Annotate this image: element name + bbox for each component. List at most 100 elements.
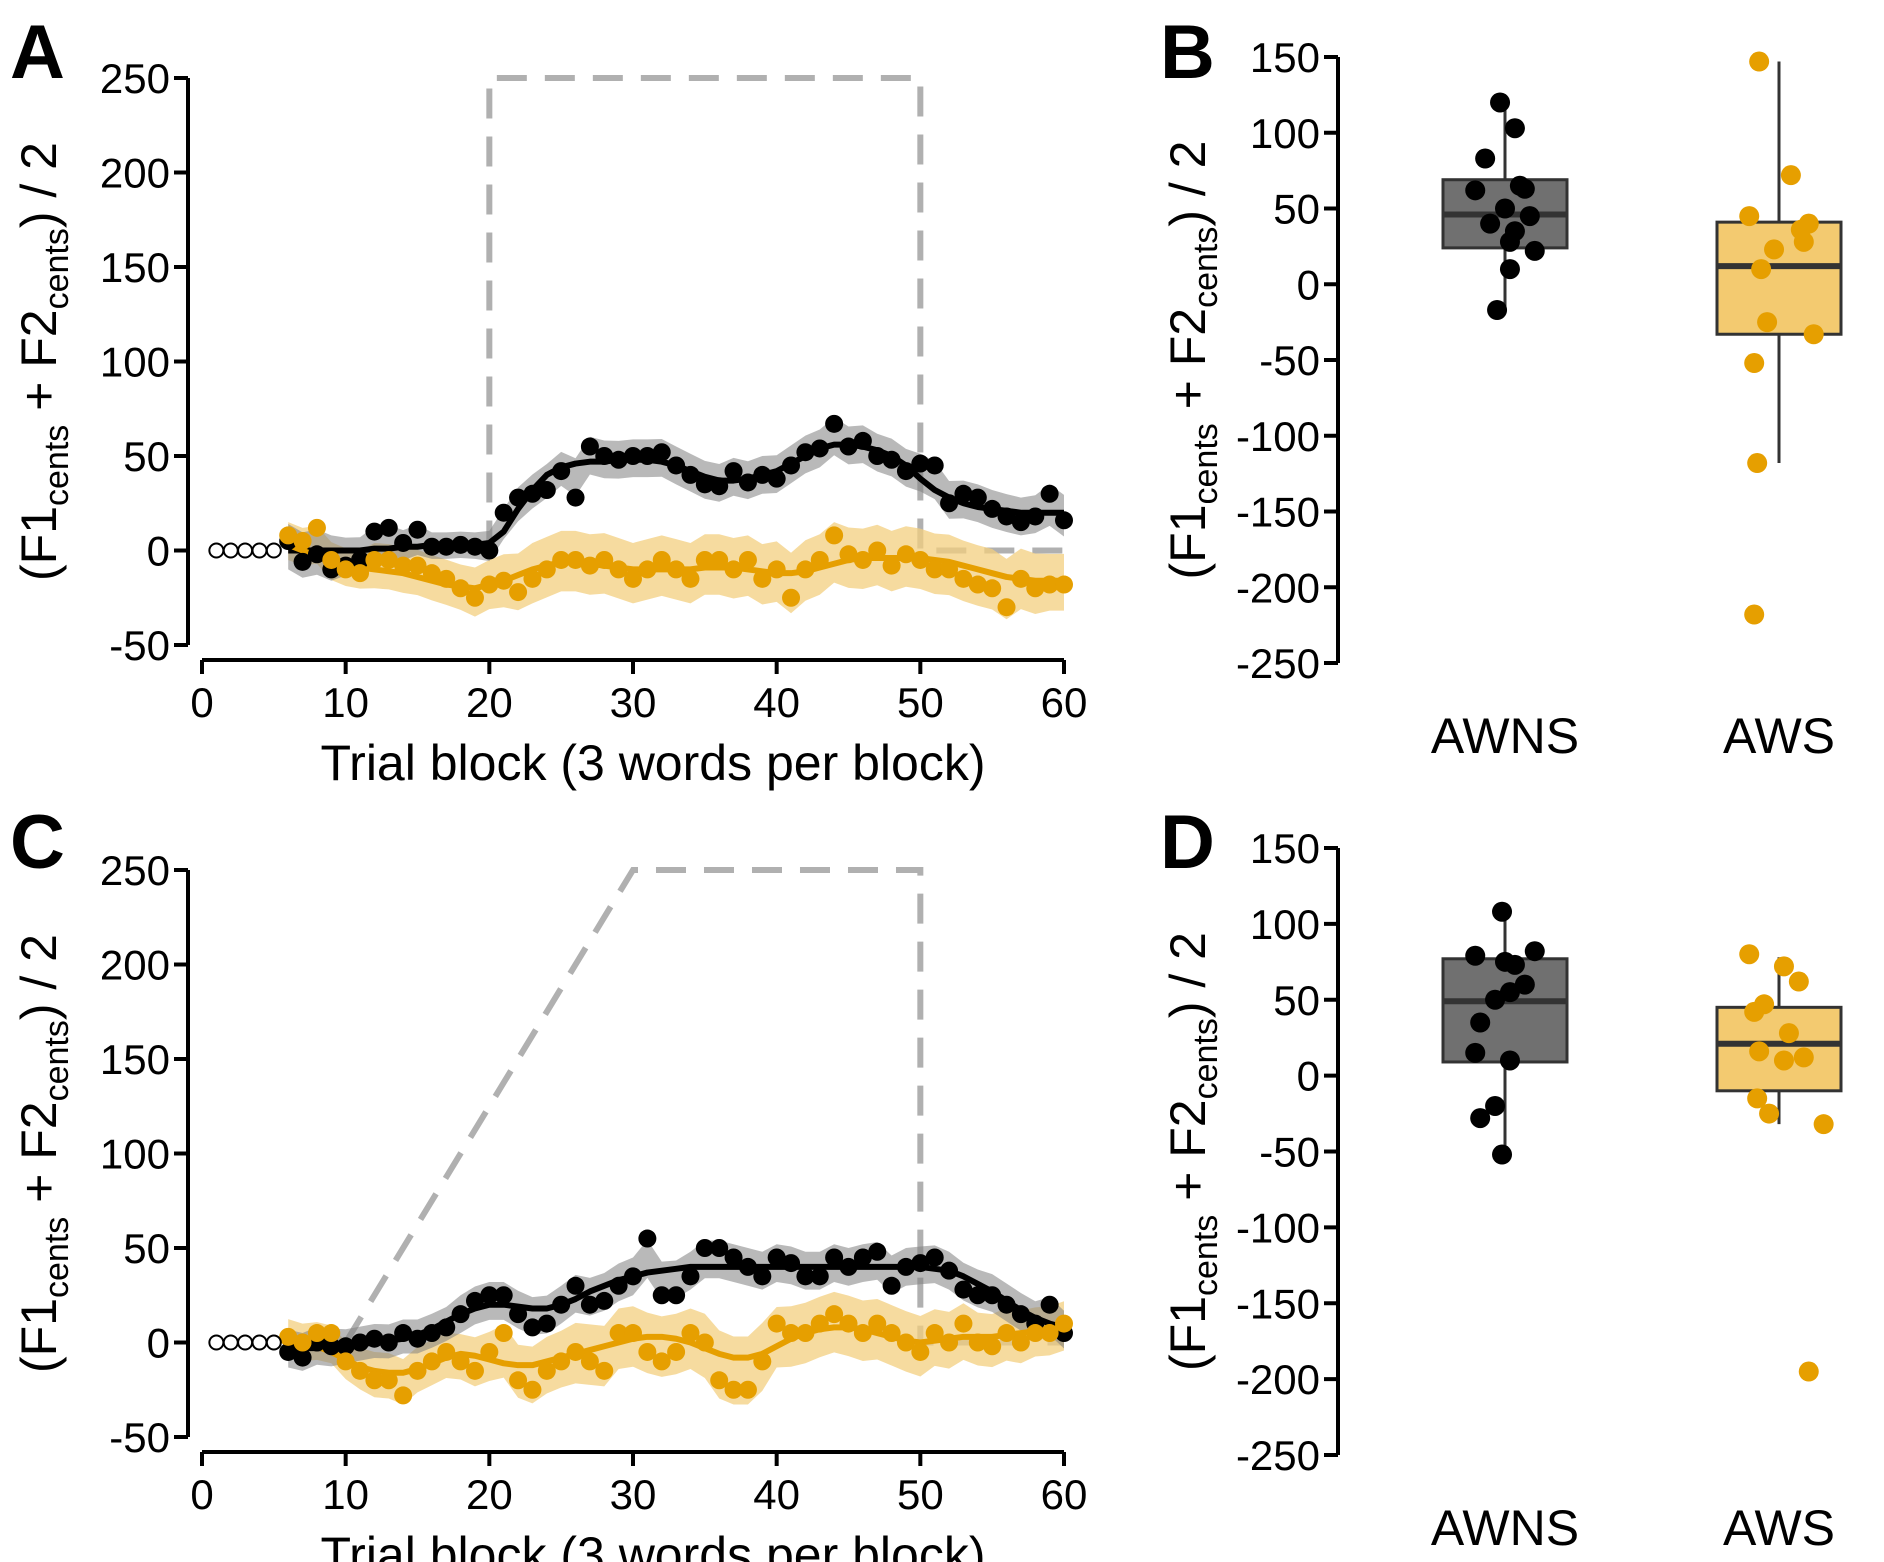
y-tick-label: 50 (123, 433, 170, 480)
awns-ci-band (288, 1240, 1064, 1371)
aws-point (997, 598, 1016, 617)
y-title-close: ) / 2 (11, 934, 67, 1020)
awns-point (580, 1295, 599, 1314)
aws-point (882, 1324, 901, 1343)
awns-point (322, 1337, 341, 1356)
aws-point (609, 560, 628, 579)
panel-letter-d: D (1160, 800, 1215, 885)
aws-point (896, 545, 915, 564)
y-axis-title: (F1cents + F2cents) / 2 (1160, 140, 1225, 579)
panel-letter-b: B (1160, 10, 1215, 95)
baseline-point (237, 542, 254, 559)
aws-point (365, 1371, 384, 1390)
awns-point (825, 1248, 844, 1267)
awns-point (896, 1257, 915, 1276)
awns-point (523, 1318, 542, 1337)
awns-point (853, 1248, 872, 1267)
aws-point (940, 560, 959, 579)
baseline-point (265, 542, 282, 559)
aws-point (710, 550, 729, 569)
y-title-close: ) / 2 (1160, 932, 1216, 1018)
y-title-sub2: cents (1187, 227, 1225, 308)
aws-point (796, 560, 815, 579)
aws-point (853, 1324, 872, 1343)
aws-point (767, 1314, 786, 1333)
y-tick-label: 50 (123, 1225, 170, 1272)
category-label-awns: AWNS (1431, 708, 1579, 764)
aws-point (767, 560, 786, 579)
awns-point (624, 447, 642, 465)
awns-point (379, 1333, 398, 1352)
perturbation-line (486, 75, 1064, 554)
aws-point (1040, 1324, 1059, 1343)
aws-point (1757, 312, 1778, 333)
aws-point (1803, 324, 1824, 345)
aws-point (279, 526, 298, 545)
y-tick-label: 150 (100, 1036, 170, 1083)
awns-point (1026, 507, 1045, 526)
awns-point (911, 454, 930, 473)
awns-point (925, 456, 944, 475)
aws-point (868, 541, 887, 560)
aws-point (1778, 1023, 1799, 1044)
aws-point (1747, 453, 1768, 474)
aws-point (494, 571, 513, 590)
y-title-sub2: cents (38, 1020, 76, 1101)
baseline-point (265, 1334, 282, 1351)
aws-point (695, 550, 714, 569)
y-tick-label: 250 (100, 55, 170, 102)
awns-point (523, 484, 542, 503)
aws-point (408, 556, 427, 575)
awns-point (954, 1280, 973, 1299)
aws-point (667, 1342, 686, 1361)
awns-point (307, 545, 326, 564)
baseline-point (208, 542, 225, 559)
aws-point (1011, 569, 1030, 588)
awns-point (1470, 1012, 1491, 1033)
awns-point (1524, 240, 1545, 261)
awns-point (1504, 118, 1525, 139)
awns-point (293, 1348, 312, 1367)
aws-point (681, 569, 700, 588)
aws-point (552, 1352, 571, 1371)
category-label-aws: AWS (1723, 708, 1835, 764)
awns-point (566, 488, 585, 507)
y-tick-label: 0 (147, 528, 170, 575)
x-tick-label: 20 (466, 679, 513, 726)
awns-point (695, 475, 714, 494)
awns-point (595, 1291, 614, 1310)
aws-point (710, 1371, 729, 1390)
y-title-plus: + F2 (1160, 1099, 1216, 1214)
aws-point (954, 1314, 973, 1333)
y-tick-label: 100 (1250, 901, 1320, 948)
aws-point (1744, 1001, 1765, 1022)
aws-point (351, 564, 370, 583)
aws-point (379, 550, 398, 569)
awns-point (868, 1242, 887, 1261)
aws-point (753, 569, 772, 588)
aws-point (810, 1314, 829, 1333)
x-tick-label: 60 (1041, 679, 1088, 726)
y-tick-label: 50 (1273, 977, 1320, 1024)
x-tick-label: 0 (190, 1471, 213, 1518)
y-title-open: (F1 (1160, 505, 1216, 580)
aws-point (1747, 1088, 1768, 1109)
aws-point (652, 1352, 671, 1371)
x-axis-title: Trial block (3 words per block) (320, 1527, 985, 1562)
x-tick-label: 40 (753, 679, 800, 726)
aws-point (1055, 1314, 1073, 1333)
aws-point (480, 1342, 499, 1361)
aws-point (1764, 239, 1785, 260)
aws-point (379, 1371, 398, 1390)
aws-point (394, 556, 413, 575)
awns-point (279, 1342, 298, 1361)
awns-point (422, 1324, 441, 1343)
aws-point (523, 569, 542, 588)
panel-letter-c: C (10, 800, 65, 885)
aws-point (509, 1371, 528, 1390)
aws-point (509, 583, 528, 602)
y-axis-title: (F1cents + F2cents) / 2 (11, 142, 76, 581)
aws-point (336, 1352, 355, 1371)
aws-point (307, 518, 326, 537)
